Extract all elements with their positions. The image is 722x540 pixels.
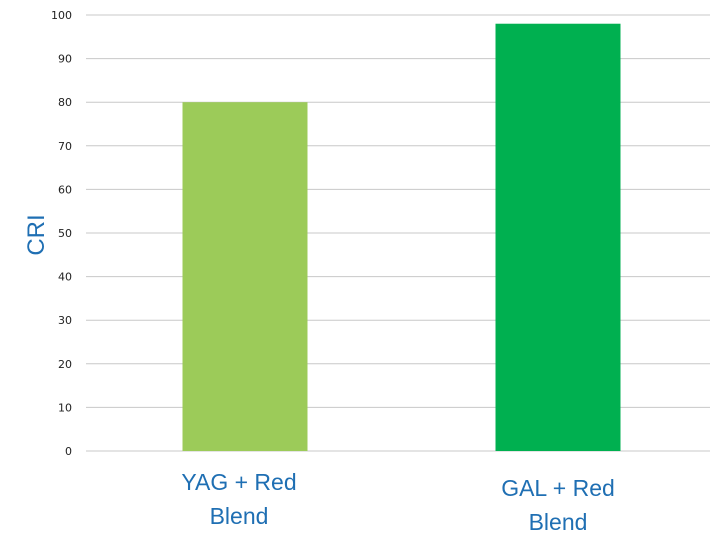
y-axis-title: CRI — [23, 214, 50, 255]
x-axis-category-labels: YAG + Red Blend GAL + Red Blend — [181, 469, 614, 535]
bar — [495, 23, 621, 451]
y-tick-label: 40 — [58, 271, 72, 284]
y-tick-label: 100 — [51, 9, 72, 22]
y-tick-label: 70 — [58, 140, 72, 153]
bars — [182, 23, 621, 451]
y-tick-label: 50 — [58, 227, 72, 240]
bar — [182, 102, 308, 451]
y-tick-label: 0 — [65, 445, 72, 458]
x-category-label: Blend — [210, 503, 269, 529]
y-tick-label: 10 — [58, 401, 72, 414]
x-category-label: GAL + Red — [501, 475, 615, 501]
y-tick-label: 90 — [58, 53, 72, 66]
x-category-label: Blend — [529, 509, 588, 535]
y-tick-label: 60 — [58, 183, 72, 196]
y-tick-label: 20 — [58, 358, 72, 371]
y-tick-label: 80 — [58, 96, 72, 109]
x-category-label: YAG + Red — [181, 469, 296, 495]
y-tick-label: 30 — [58, 314, 72, 327]
y-axis-ticks: 0 10 20 30 40 50 60 70 80 90 100 — [51, 9, 72, 458]
